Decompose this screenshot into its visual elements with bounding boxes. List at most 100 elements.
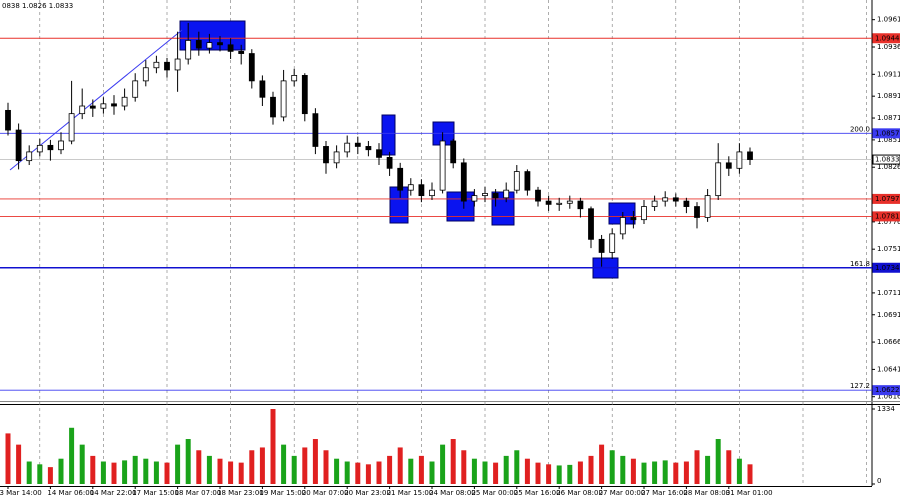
- candle-body: [185, 40, 192, 60]
- candle-body: [736, 151, 743, 169]
- price-tag: [872, 154, 900, 165]
- candle-body: [386, 156, 393, 169]
- candle-body: [598, 238, 605, 253]
- volume-bar: [609, 450, 615, 484]
- price-tag: [872, 385, 900, 396]
- volume-bar: [302, 447, 308, 484]
- candle-body: [588, 208, 594, 240]
- price-tag: [872, 211, 900, 222]
- candle-body: [47, 144, 54, 151]
- volume-bar: [376, 461, 382, 484]
- x-tick-label: 25 Mar 00:00: [471, 489, 518, 497]
- y-tick-label: 1.0961: [877, 16, 900, 24]
- volume-bar: [461, 450, 467, 484]
- volume-bar: [493, 462, 499, 484]
- candle-body: [482, 193, 488, 197]
- candle-body: [694, 206, 700, 218]
- candle-body: [513, 171, 520, 191]
- candle-body: [58, 140, 64, 151]
- volume-bar: [206, 455, 212, 484]
- volume-bar: [503, 455, 509, 484]
- volume-bar: [620, 455, 626, 484]
- x-tick-label: 14 Mar 22:00: [90, 489, 137, 497]
- volume-bar: [47, 467, 53, 484]
- volume-bar: [58, 458, 64, 484]
- candle-body: [270, 96, 276, 118]
- candle-body: [68, 113, 75, 142]
- x-tick-label: 13 Mar 14:00: [0, 489, 42, 497]
- candle-body: [333, 151, 340, 164]
- volume-bar: [694, 450, 700, 484]
- volume-bar: [641, 462, 647, 484]
- candle-body: [577, 200, 584, 210]
- candle-body: [492, 193, 499, 199]
- candle-body: [365, 146, 372, 151]
- price-tag: [872, 262, 900, 273]
- candle-body: [725, 162, 732, 169]
- volume-bar: [408, 458, 414, 484]
- volume-bar: [238, 462, 244, 484]
- volume-bar: [524, 458, 530, 484]
- x-tick-label: 19 Mar 15:00: [259, 489, 306, 497]
- volume-bar: [387, 455, 393, 484]
- y-tick-label: 1.0691: [877, 311, 900, 319]
- candle-body: [132, 80, 139, 98]
- x-tick-label: 20 Mar 07:00: [302, 489, 349, 497]
- candle-body: [174, 58, 181, 71]
- zone-box: [381, 114, 396, 156]
- candle-body: [5, 109, 11, 131]
- volume-bar: [281, 444, 287, 484]
- candle-body: [641, 206, 647, 221]
- candle-body: [301, 75, 308, 115]
- y-tick-label: 1.0871: [877, 114, 900, 122]
- y-tick-label: 1.0666: [877, 338, 900, 346]
- candle-body: [704, 195, 711, 218]
- candle-body: [556, 202, 563, 205]
- volume-bar: [111, 462, 117, 484]
- candle-body: [344, 142, 351, 153]
- candle-body: [683, 200, 690, 207]
- candle-body: [450, 140, 457, 164]
- price-tag-label: 1.0781: [875, 212, 900, 220]
- candle-body: [195, 40, 202, 49]
- candle-body: [206, 42, 213, 49]
- volume-tick-label: 1334: [877, 405, 895, 413]
- candle-body: [609, 233, 616, 253]
- header: 0838 1.0826 1.0833: [2, 2, 73, 10]
- volume-bar: [450, 439, 456, 484]
- x-tick-label: 31 Mar 01:00: [726, 489, 773, 497]
- volume-bar: [249, 450, 255, 484]
- candle-body: [164, 61, 170, 71]
- zone-box: [389, 186, 409, 224]
- price-tag-label: 1.0797: [875, 195, 900, 203]
- candle-body: [79, 105, 86, 115]
- y-tick-label: 1.0711: [877, 289, 900, 297]
- price-tag-label: 1.0622: [875, 386, 900, 394]
- volume-bar: [683, 461, 689, 484]
- volume-bar: [16, 444, 22, 484]
- candle-body: [418, 184, 425, 197]
- fib-label: 127.2: [850, 382, 870, 390]
- volume-bar: [26, 461, 32, 484]
- candle-body: [439, 140, 446, 191]
- x-tick-label: 20 Mar 23:00: [344, 489, 391, 497]
- y-tick-label: 1.0891: [877, 92, 900, 100]
- volume-tick-label: 0: [877, 477, 881, 485]
- volume-bar: [599, 444, 605, 484]
- volume-bar: [440, 444, 446, 484]
- volume-bar: [122, 460, 128, 484]
- candle-body: [354, 142, 361, 147]
- candle-body: [535, 189, 541, 202]
- volume-bar: [630, 458, 636, 484]
- volume-bar: [291, 455, 297, 484]
- candle-body: [651, 200, 658, 207]
- volume-bar: [747, 464, 753, 484]
- volume-bar: [705, 455, 711, 484]
- y-tick-label: 1.0751: [877, 245, 900, 253]
- y-tick-label: 1.0616: [877, 393, 900, 401]
- volume-bar: [334, 458, 340, 484]
- y-tick-label: 1.0851: [877, 136, 900, 144]
